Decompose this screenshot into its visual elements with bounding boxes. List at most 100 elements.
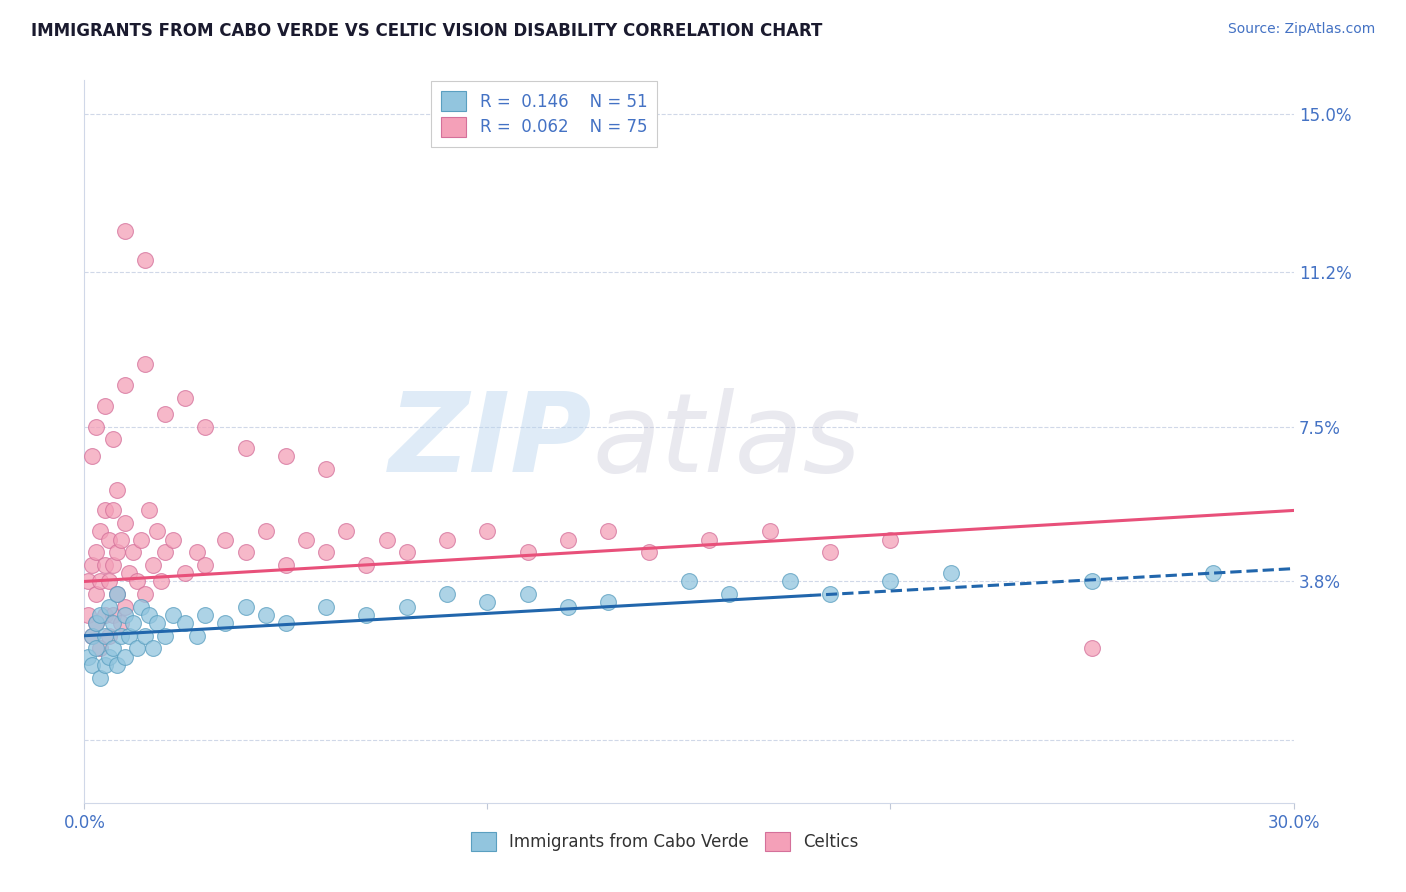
Point bbox=[678, 574, 700, 589]
Point bbox=[134, 587, 156, 601]
Point bbox=[194, 420, 217, 434]
Point bbox=[436, 587, 458, 601]
Point bbox=[697, 533, 720, 547]
Point bbox=[121, 545, 143, 559]
Point bbox=[118, 629, 141, 643]
Point bbox=[82, 449, 104, 463]
Point bbox=[121, 616, 143, 631]
Point bbox=[77, 607, 100, 622]
Point bbox=[114, 516, 136, 530]
Point bbox=[89, 671, 111, 685]
Point bbox=[295, 533, 318, 547]
Point bbox=[97, 599, 120, 614]
Point bbox=[194, 558, 217, 572]
Point bbox=[214, 533, 236, 547]
Point bbox=[879, 574, 901, 589]
Point bbox=[718, 587, 741, 601]
Point bbox=[142, 641, 165, 656]
Point bbox=[818, 545, 841, 559]
Point bbox=[86, 545, 108, 559]
Point bbox=[138, 503, 160, 517]
Point bbox=[82, 657, 104, 672]
Point bbox=[153, 408, 176, 422]
Point bbox=[105, 483, 128, 497]
Point bbox=[557, 599, 579, 614]
Point bbox=[939, 566, 962, 580]
Point bbox=[82, 629, 104, 643]
Point bbox=[86, 616, 108, 631]
Point bbox=[194, 607, 217, 622]
Point bbox=[129, 533, 152, 547]
Point bbox=[162, 607, 184, 622]
Point bbox=[758, 524, 780, 539]
Point bbox=[214, 616, 236, 631]
Point bbox=[186, 629, 208, 643]
Point bbox=[274, 449, 297, 463]
Point bbox=[86, 616, 108, 631]
Point bbox=[118, 566, 141, 580]
Point bbox=[105, 657, 128, 672]
Point bbox=[477, 524, 499, 539]
Point bbox=[146, 524, 169, 539]
Point bbox=[174, 566, 197, 580]
Point bbox=[174, 616, 197, 631]
Point bbox=[101, 616, 124, 631]
Text: ZIP: ZIP bbox=[388, 388, 592, 495]
Point bbox=[105, 587, 128, 601]
Point bbox=[254, 607, 277, 622]
Point bbox=[315, 461, 337, 475]
Point bbox=[598, 524, 620, 539]
Point bbox=[105, 587, 128, 601]
Point bbox=[89, 607, 111, 622]
Point bbox=[1202, 566, 1225, 580]
Point bbox=[77, 649, 100, 664]
Point bbox=[375, 533, 398, 547]
Point bbox=[142, 558, 165, 572]
Point bbox=[89, 524, 111, 539]
Point bbox=[93, 503, 115, 517]
Text: Source: ZipAtlas.com: Source: ZipAtlas.com bbox=[1227, 22, 1375, 37]
Point bbox=[105, 545, 128, 559]
Point bbox=[77, 574, 100, 589]
Point bbox=[146, 616, 169, 631]
Text: atlas: atlas bbox=[592, 388, 860, 495]
Point bbox=[97, 533, 120, 547]
Point bbox=[101, 503, 124, 517]
Point bbox=[86, 587, 108, 601]
Point bbox=[254, 524, 277, 539]
Point bbox=[82, 558, 104, 572]
Point bbox=[818, 587, 841, 601]
Point bbox=[93, 657, 115, 672]
Point bbox=[93, 558, 115, 572]
Point bbox=[315, 599, 337, 614]
Point bbox=[557, 533, 579, 547]
Point bbox=[879, 533, 901, 547]
Point bbox=[97, 649, 120, 664]
Point bbox=[153, 545, 176, 559]
Point bbox=[101, 607, 124, 622]
Point bbox=[97, 629, 120, 643]
Text: IMMIGRANTS FROM CABO VERDE VS CELTIC VISION DISABILITY CORRELATION CHART: IMMIGRANTS FROM CABO VERDE VS CELTIC VIS… bbox=[31, 22, 823, 40]
Point bbox=[125, 574, 148, 589]
Point bbox=[477, 595, 499, 609]
Point bbox=[436, 533, 458, 547]
Point bbox=[138, 607, 160, 622]
Point bbox=[395, 599, 418, 614]
Point bbox=[110, 533, 132, 547]
Point bbox=[110, 629, 132, 643]
Point bbox=[86, 641, 108, 656]
Point bbox=[162, 533, 184, 547]
Point bbox=[174, 391, 197, 405]
Point bbox=[1081, 574, 1104, 589]
Point bbox=[93, 399, 115, 413]
Point bbox=[134, 252, 156, 267]
Point bbox=[516, 545, 538, 559]
Point bbox=[101, 433, 124, 447]
Point bbox=[235, 441, 257, 455]
Point bbox=[101, 641, 124, 656]
Point bbox=[114, 378, 136, 392]
Point bbox=[235, 545, 257, 559]
Point bbox=[82, 629, 104, 643]
Point bbox=[1081, 641, 1104, 656]
Point bbox=[89, 574, 111, 589]
